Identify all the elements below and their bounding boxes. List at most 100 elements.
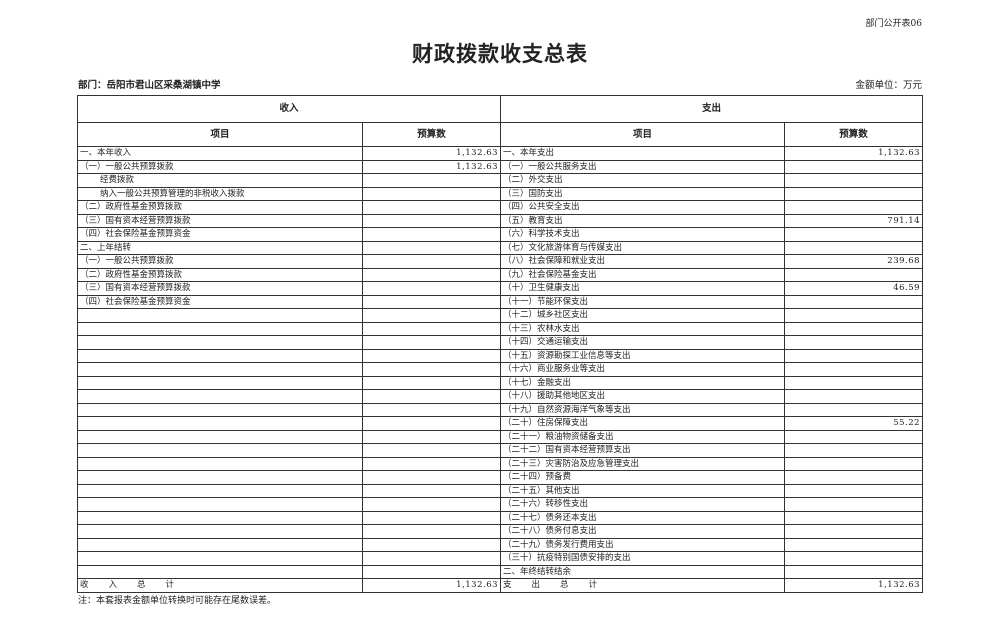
income-value: 1,132.63 xyxy=(361,146,502,161)
income-item: （四）社会保险基金预算资金 xyxy=(77,294,363,309)
income-item: （三）国有资本经营预算拨款 xyxy=(77,281,363,296)
expense-value xyxy=(784,294,924,309)
expense-value xyxy=(784,308,924,323)
expense-value xyxy=(784,321,924,336)
expense-item: （二十八）债务付息支出 xyxy=(500,524,786,539)
table-row: 一、本年收入 1,132.63 一、本年支出 1,132.63 xyxy=(77,146,924,161)
expense-item: （八）社会保障和就业支出 xyxy=(500,254,786,269)
table-row: （二十四）预备费 xyxy=(77,470,924,485)
expense-item: （十四）交通运输支出 xyxy=(500,335,786,350)
income-value xyxy=(361,321,502,336)
income-value xyxy=(361,308,502,323)
income-item: （四）社会保险基金预算资金 xyxy=(77,227,363,242)
income-value xyxy=(361,240,502,255)
expense-item: （十六）商业服务业等支出 xyxy=(500,362,786,377)
expense-value xyxy=(784,348,924,363)
table-row: （二十）住房保障支出 55.22 xyxy=(77,416,924,431)
expense-item: （二十五）其他支出 xyxy=(500,483,786,498)
income-item xyxy=(77,524,363,539)
income-value xyxy=(361,551,502,566)
income-item: 二、上年结转 xyxy=(77,240,363,255)
expense-item: （十八）援助其他地区支出 xyxy=(500,389,786,404)
income-value xyxy=(361,186,502,201)
income-item xyxy=(77,497,363,512)
expense-item: （十一）节能环保支出 xyxy=(500,294,786,309)
expense-value xyxy=(784,335,924,350)
income-value xyxy=(361,497,502,512)
expense-item: 一、本年支出 xyxy=(500,146,786,161)
income-item xyxy=(77,389,363,404)
unit-label: 金额单位：万元 xyxy=(855,80,922,91)
expense-total-label: 支出总计 xyxy=(500,578,786,593)
expense-item: （二十九）债务发行费用支出 xyxy=(500,537,786,552)
income-value xyxy=(361,267,502,282)
income-value xyxy=(361,362,502,377)
expense-value xyxy=(784,537,924,552)
income-value xyxy=(361,281,502,296)
expense-value: 1,132.63 xyxy=(784,146,924,161)
expense-value xyxy=(784,443,924,458)
table-row: （四）社会保险基金预算资金 （十一）节能环保支出 xyxy=(77,294,924,309)
income-item xyxy=(77,564,363,579)
expense-item: （十二）城乡社区支出 xyxy=(500,308,786,323)
expense-item: （十）卫生健康支出 xyxy=(500,281,786,296)
income-value xyxy=(361,470,502,485)
table-row: （二）政府性基金预算拨款 （九）社会保险基金支出 xyxy=(77,267,924,282)
expense-item: （十三）农林水支出 xyxy=(500,321,786,336)
expense-value xyxy=(784,200,924,215)
table-row: （十七）金融支出 xyxy=(77,375,924,390)
income-item: 纳入一般公共预算管理的非税收入拨款 xyxy=(77,186,363,201)
expense-value xyxy=(784,186,924,201)
income-total-value: 1,132.63 xyxy=(361,578,502,593)
table-row: （十八）援助其他地区支出 xyxy=(77,389,924,404)
expense-item-header: 项目 xyxy=(500,122,786,147)
income-value xyxy=(361,254,502,269)
table-row: （十九）自然资源海洋气象等支出 xyxy=(77,402,924,417)
income-item xyxy=(77,537,363,552)
expense-value xyxy=(784,564,924,579)
income-value xyxy=(361,389,502,404)
table-row: （三十）抗疫特别国债安排的支出 xyxy=(77,551,924,566)
table-row: （二十七）债务还本支出 xyxy=(77,510,924,525)
income-item: （三）国有资本经营预算拨款 xyxy=(77,213,363,228)
expense-item: （三）国防支出 xyxy=(500,186,786,201)
expense-item: （五）教育支出 xyxy=(500,213,786,228)
expense-item: （二十六）转移性支出 xyxy=(500,497,786,512)
table-row: （十三）农林水支出 xyxy=(77,321,924,336)
expense-item: （十七）金融支出 xyxy=(500,375,786,390)
expense-item: （二十）住房保障支出 xyxy=(500,416,786,431)
income-item xyxy=(77,429,363,444)
income-item xyxy=(77,375,363,390)
page-title: 财政拨款收支总表 xyxy=(412,41,588,66)
income-item: （一）一般公共预算拨款 xyxy=(77,254,363,269)
expense-value xyxy=(784,240,924,255)
table-row: （三）国有资本经营预算拨款 （十）卫生健康支出 46.59 xyxy=(77,281,924,296)
income-item: （二）政府性基金预算拨款 xyxy=(77,267,363,282)
table-row: （二十二）国有资本经营预算支出 xyxy=(77,443,924,458)
expense-value xyxy=(784,524,924,539)
table-row: （一）一般公共预算拨款 （八）社会保障和就业支出 239.68 xyxy=(77,254,924,269)
table-row: （二十六）转移性支出 xyxy=(77,497,924,512)
expense-item: 二、年终结转结余 xyxy=(500,564,786,579)
expense-item: （七）文化旅游体育与传媒支出 xyxy=(500,240,786,255)
expense-value xyxy=(784,375,924,390)
budget-table: 收入 支出 项目 预算数 项目 预算数 一、本年收入 1,132.63 一、本年支出… xyxy=(76,95,924,593)
expense-item: （六）科学技术支出 xyxy=(500,227,786,242)
income-item xyxy=(77,335,363,350)
expense-item: （二十一）粮油物资储备支出 xyxy=(500,429,786,444)
expense-item: （二十四）预备费 xyxy=(500,470,786,485)
income-value xyxy=(361,348,502,363)
expense-value xyxy=(784,510,924,525)
expense-item: （二）外交支出 xyxy=(500,173,786,188)
expense-value: 55.22 xyxy=(784,416,924,431)
income-item xyxy=(77,348,363,363)
expense-value xyxy=(784,429,924,444)
table-row: （二）政府性基金预算拨款 （四）公共安全支出 xyxy=(77,200,924,215)
income-value xyxy=(361,443,502,458)
expense-header: 支出 xyxy=(500,95,924,123)
expense-value xyxy=(784,456,924,471)
income-item xyxy=(77,443,363,458)
expense-value xyxy=(784,470,924,485)
expense-value xyxy=(784,173,924,188)
